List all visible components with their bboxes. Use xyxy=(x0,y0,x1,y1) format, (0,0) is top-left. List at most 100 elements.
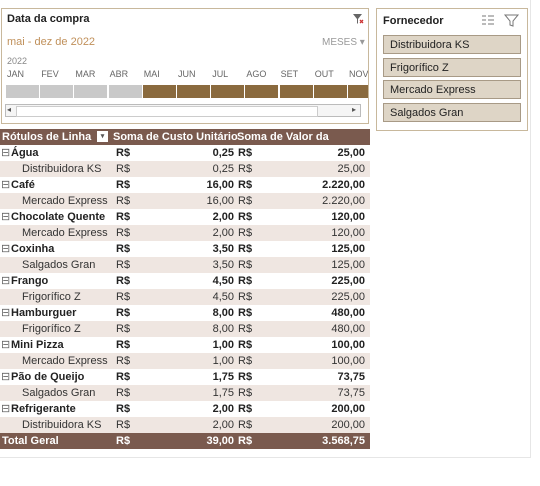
collapse-icon[interactable]: ⊟ xyxy=(1,211,11,223)
value: 125,00 xyxy=(331,259,365,271)
child-label: Frigorífico Z xyxy=(22,323,81,335)
value: 2.220,00 xyxy=(322,195,365,207)
group-label: Café xyxy=(11,179,35,191)
slicer-item[interactable]: Distribuidora KS xyxy=(383,35,521,54)
currency: R$ xyxy=(116,147,131,159)
currency: R$ xyxy=(116,403,131,415)
cost: 1,00 xyxy=(212,339,234,351)
collapse-icon[interactable]: ⊟ xyxy=(1,147,11,159)
currency: R$ xyxy=(116,291,131,303)
group-row: ⊟ Chocolate Quente R$ 2,00 R$ 120,00 xyxy=(0,209,370,225)
value: 225,00 xyxy=(331,291,365,303)
month-cell[interactable] xyxy=(40,85,74,98)
total-label: Total Geral xyxy=(2,435,59,447)
currency: R$ xyxy=(238,291,253,303)
value: 73,75 xyxy=(337,371,365,383)
month-cell[interactable] xyxy=(348,85,368,98)
month-cell[interactable] xyxy=(108,85,142,98)
collapse-icon[interactable]: ⊟ xyxy=(1,339,11,351)
slicer-icons[interactable] xyxy=(481,13,521,27)
currency: R$ xyxy=(238,227,253,239)
header: Soma de Custo Unitário xyxy=(113,131,238,143)
month-cell[interactable] xyxy=(279,85,313,98)
slicer-title: Fornecedor xyxy=(383,15,444,27)
collapse-icon[interactable]: ⊟ xyxy=(1,307,11,319)
value: 2.220,00 xyxy=(322,179,365,191)
currency: R$ xyxy=(238,435,253,447)
group-row: ⊟ Hamburguer R$ 8,00 R$ 480,00 xyxy=(0,305,370,321)
clear-filter-icon[interactable] xyxy=(352,13,364,25)
currency: R$ xyxy=(116,323,131,335)
group-label: Frango xyxy=(11,275,49,287)
cost: 16,00 xyxy=(206,179,234,191)
collapse-icon[interactable]: ⊟ xyxy=(1,179,11,191)
currency: R$ xyxy=(238,403,253,415)
cost: 2,00 xyxy=(212,227,234,239)
slicer-item[interactable]: Mercado Express xyxy=(383,80,521,99)
currency: R$ xyxy=(116,355,131,367)
sheet-frame xyxy=(0,0,531,458)
cost: 0,25 xyxy=(212,147,234,159)
cost: 4,50 xyxy=(212,275,234,287)
slicer-item[interactable]: Frigorífico Z xyxy=(383,57,521,77)
value: 480,00 xyxy=(331,323,365,335)
child-label: Mercado Express xyxy=(22,227,108,239)
child-label: Salgados Gran xyxy=(22,387,96,399)
cost: 8,00 xyxy=(212,307,234,319)
month-cell[interactable] xyxy=(177,85,210,98)
scroll-right[interactable]: ▸ xyxy=(352,105,357,114)
timeline-level[interactable]: MESES ▾ xyxy=(322,37,365,48)
collapse-icon[interactable]: ⊟ xyxy=(1,275,11,287)
month-label: SET xyxy=(280,69,299,79)
child-row: Mercado Express R$ 2,00 R$ 120,00 xyxy=(0,225,370,241)
month-label: AGO xyxy=(246,69,267,79)
month-cell[interactable] xyxy=(142,85,176,98)
scroll-left[interactable]: ◂ xyxy=(7,105,12,114)
currency: R$ xyxy=(116,195,131,207)
value: 200,00 xyxy=(331,403,365,415)
group-row: ⊟ Café R$ 16,00 R$ 2.220,00 xyxy=(0,177,370,193)
month-cell[interactable] xyxy=(6,85,39,98)
child-row: Mercado Express R$ 16,00 R$ 2.220,00 xyxy=(0,193,370,209)
level-label: MESES xyxy=(322,37,358,48)
group-label: Hamburguer xyxy=(11,307,77,319)
currency: R$ xyxy=(238,355,253,367)
group-label: Pão de Queijo xyxy=(11,371,85,383)
month-label: JUL xyxy=(212,69,229,79)
month-cell[interactable] xyxy=(245,85,279,98)
currency: R$ xyxy=(238,195,253,207)
month-label: JUN xyxy=(178,69,196,79)
timeline-title: Data da compra xyxy=(7,13,90,25)
value: 120,00 xyxy=(331,211,365,223)
collapse-icon[interactable]: ⊟ xyxy=(1,403,11,415)
currency: R$ xyxy=(116,227,131,239)
scroll-thumb[interactable] xyxy=(16,106,318,117)
currency: R$ xyxy=(116,307,131,319)
collapse-icon[interactable]: ⊟ xyxy=(1,371,11,383)
group-label: Refrigerante xyxy=(11,403,76,415)
total-row: Total Geral R$ 39,00 R$ 3.568,75 xyxy=(0,433,370,449)
child-row: Salgados Gran R$ 3,50 R$ 125,00 xyxy=(0,257,370,273)
header-row: Rótulos de Linha ▾ Soma de Custo Unitário S… xyxy=(0,129,370,159)
cost: 39,00 xyxy=(206,435,234,447)
currency: R$ xyxy=(116,387,131,399)
child-label: Mercado Express xyxy=(22,355,108,367)
scrollbar[interactable]: ◂ ▸ xyxy=(5,104,361,117)
timeline-slicer[interactable]: Data da compra mai - dez de 2022 MESES ▾… xyxy=(1,8,369,124)
value: 125,00 xyxy=(331,243,365,255)
child-label: Mercado Express xyxy=(22,195,108,207)
currency: R$ xyxy=(116,275,131,287)
filter-dropdown[interactable]: ▾ xyxy=(97,131,108,142)
child-row: Distribuidora KS R$ 0,25 R$ 25,00 xyxy=(0,161,370,177)
slicer-item[interactable]: Salgados Gran xyxy=(383,102,521,122)
month-cell[interactable] xyxy=(211,85,245,98)
month-cell[interactable] xyxy=(313,85,347,98)
currency: R$ xyxy=(116,179,131,191)
value: 25,00 xyxy=(337,163,365,175)
group-label: Mini Pizza xyxy=(11,339,64,351)
collapse-icon[interactable]: ⊟ xyxy=(1,243,11,255)
month-label: NOV xyxy=(349,69,369,79)
currency: R$ xyxy=(116,339,131,351)
cost: 2,00 xyxy=(212,403,234,415)
month-cell[interactable] xyxy=(74,85,108,98)
